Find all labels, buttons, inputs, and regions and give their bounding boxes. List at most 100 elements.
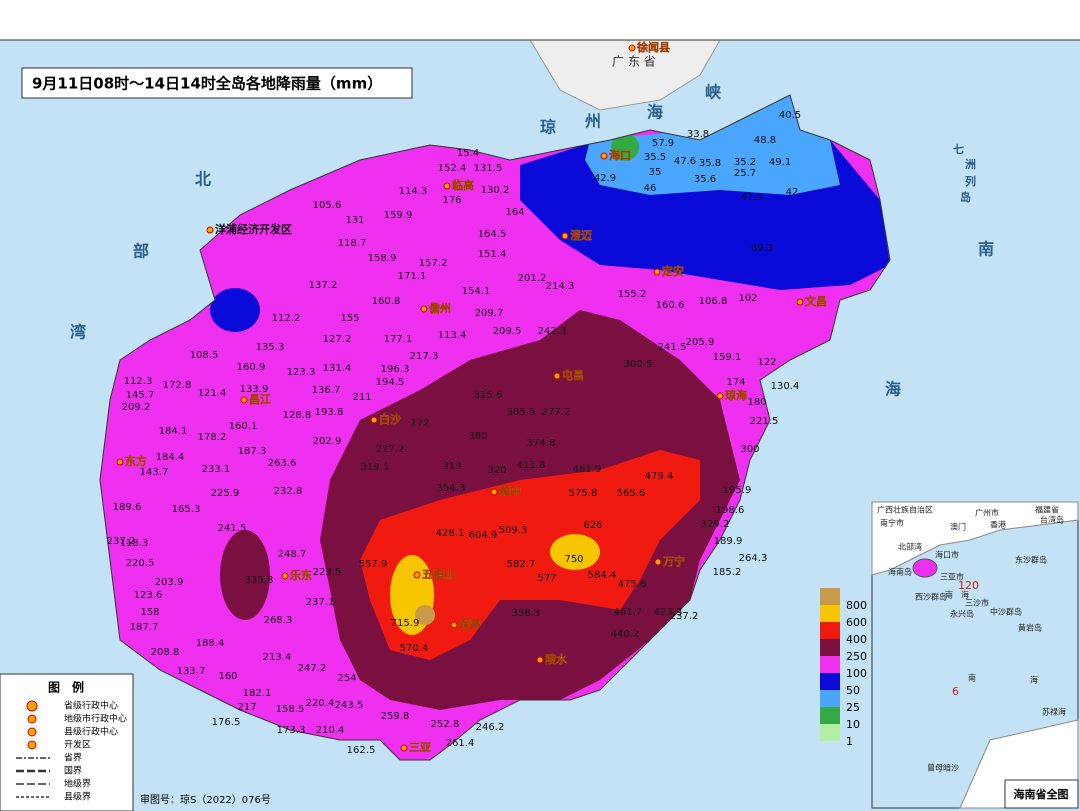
sea-label: 岛 xyxy=(960,190,971,204)
city-marker xyxy=(443,182,451,190)
sea-label: 洲 xyxy=(965,158,976,171)
station-value: 118.7 xyxy=(338,238,367,249)
city-marker xyxy=(413,571,421,579)
station-value: 174 xyxy=(726,377,745,388)
city-label: 白沙 xyxy=(379,412,401,426)
station-value: 165.3 xyxy=(172,504,201,515)
station-value: 335.8 xyxy=(245,575,274,586)
scale-label: 1 xyxy=(846,735,853,748)
station-value: 277.2 xyxy=(542,407,571,418)
station-value: 130.2 xyxy=(481,185,510,196)
station-value: 750 xyxy=(564,554,583,565)
station-value: 358.3 xyxy=(512,608,541,619)
city-label: 定安 xyxy=(662,264,684,278)
scale-swatch xyxy=(820,656,840,673)
city-label: 三亚 xyxy=(409,741,431,754)
legend-title: 图 例 xyxy=(48,680,84,695)
sea-label: 海 xyxy=(885,380,901,399)
city-label: 洋浦经济开发区 xyxy=(215,222,292,236)
station-value: 187.3 xyxy=(238,446,267,457)
province-label: 广 东 省 xyxy=(612,55,656,69)
station-value: 241.5 xyxy=(658,342,687,353)
station-value: 42.9 xyxy=(594,173,616,184)
zone-250 xyxy=(220,530,270,620)
inset-label: 福建省 xyxy=(1035,505,1059,515)
scale-label: 800 xyxy=(846,599,867,612)
station-value: 264.3 xyxy=(739,553,768,564)
station-value: 35.2 xyxy=(734,157,756,168)
station-value: 319.1 xyxy=(361,462,390,473)
station-value: 133.7 xyxy=(177,666,206,677)
station-value: 242.3 xyxy=(538,326,567,337)
station-value: 121.4 xyxy=(198,388,227,399)
station-value: 184.1 xyxy=(159,426,188,437)
station-value: 123.6 xyxy=(134,590,163,601)
sea-label: 州 xyxy=(584,112,601,131)
legend-symbol xyxy=(27,714,37,724)
city-marker xyxy=(450,621,458,629)
station-value: 220.4 xyxy=(306,698,335,709)
station-value: 131.4 xyxy=(323,363,352,374)
station-value: 223.5 xyxy=(313,567,342,578)
station-value: 715.9 xyxy=(391,618,420,629)
station-value: 268.3 xyxy=(264,615,293,626)
station-value: 194.5 xyxy=(376,377,405,388)
station-value: 243.5 xyxy=(335,700,364,711)
station-value: 135.3 xyxy=(256,342,285,353)
city-label: 陵水 xyxy=(545,652,568,666)
station-value: 158 xyxy=(140,607,159,618)
sea-label: 琼 xyxy=(540,118,556,137)
station-value: 211 xyxy=(352,392,371,403)
station-value: 320 xyxy=(487,465,506,476)
scale-swatch xyxy=(820,724,840,741)
station-value: 217 xyxy=(237,702,256,713)
station-value: 205.9 xyxy=(686,337,715,348)
station-value: 237.2 xyxy=(670,611,699,622)
scale-label: 400 xyxy=(846,633,867,646)
station-value: 217.3 xyxy=(410,351,439,362)
legend-item: 开发区 xyxy=(64,739,91,751)
zone-400 xyxy=(360,450,700,660)
station-value: 122 xyxy=(757,357,776,368)
title: 9月11日08时～14日14时全岛各地降雨量（mm） xyxy=(32,75,382,93)
station-value: 184.4 xyxy=(156,452,185,463)
city-marker xyxy=(206,226,214,234)
city-marker xyxy=(116,458,124,466)
city-marker xyxy=(281,572,289,580)
station-value: 461.7 xyxy=(614,607,643,618)
station-value: 232.8 xyxy=(274,486,303,497)
station-value: 102 xyxy=(738,293,757,304)
station-value: 428.1 xyxy=(436,528,465,539)
station-value: 35 xyxy=(649,167,662,178)
city-marker xyxy=(653,268,661,276)
sea-label: 列 xyxy=(965,174,976,188)
sea-label: 南 xyxy=(978,240,994,259)
station-value: 202.9 xyxy=(313,436,342,447)
station-value: 237.2 xyxy=(107,536,136,547)
city-label: 保亭 xyxy=(458,617,481,631)
inset-label: 东沙群岛 xyxy=(1015,555,1047,565)
city-label: 万宁 xyxy=(662,554,685,568)
scale-swatch xyxy=(820,690,840,707)
station-value: 131.5 xyxy=(474,163,503,174)
zone-10 xyxy=(611,133,639,161)
station-value: 177.1 xyxy=(384,334,413,345)
station-value: 33.8 xyxy=(687,129,709,140)
station-value: 210.4 xyxy=(316,725,345,736)
station-value: 133.9 xyxy=(240,384,269,395)
station-value: 151.4 xyxy=(478,249,507,260)
station-value: 220.5 xyxy=(126,558,155,569)
station-value: 136.7 xyxy=(312,385,341,396)
station-value: 172 xyxy=(410,418,429,429)
station-value: 155.2 xyxy=(618,289,647,300)
city-marker xyxy=(628,44,636,52)
station-value: 196.3 xyxy=(381,364,410,375)
station-value: 154.1 xyxy=(462,286,491,297)
city-marker xyxy=(796,298,804,306)
station-value: 246.2 xyxy=(476,722,505,733)
station-value: 172.8 xyxy=(163,380,192,391)
top-margin xyxy=(0,0,1080,40)
inset-title-box xyxy=(1004,779,1079,809)
